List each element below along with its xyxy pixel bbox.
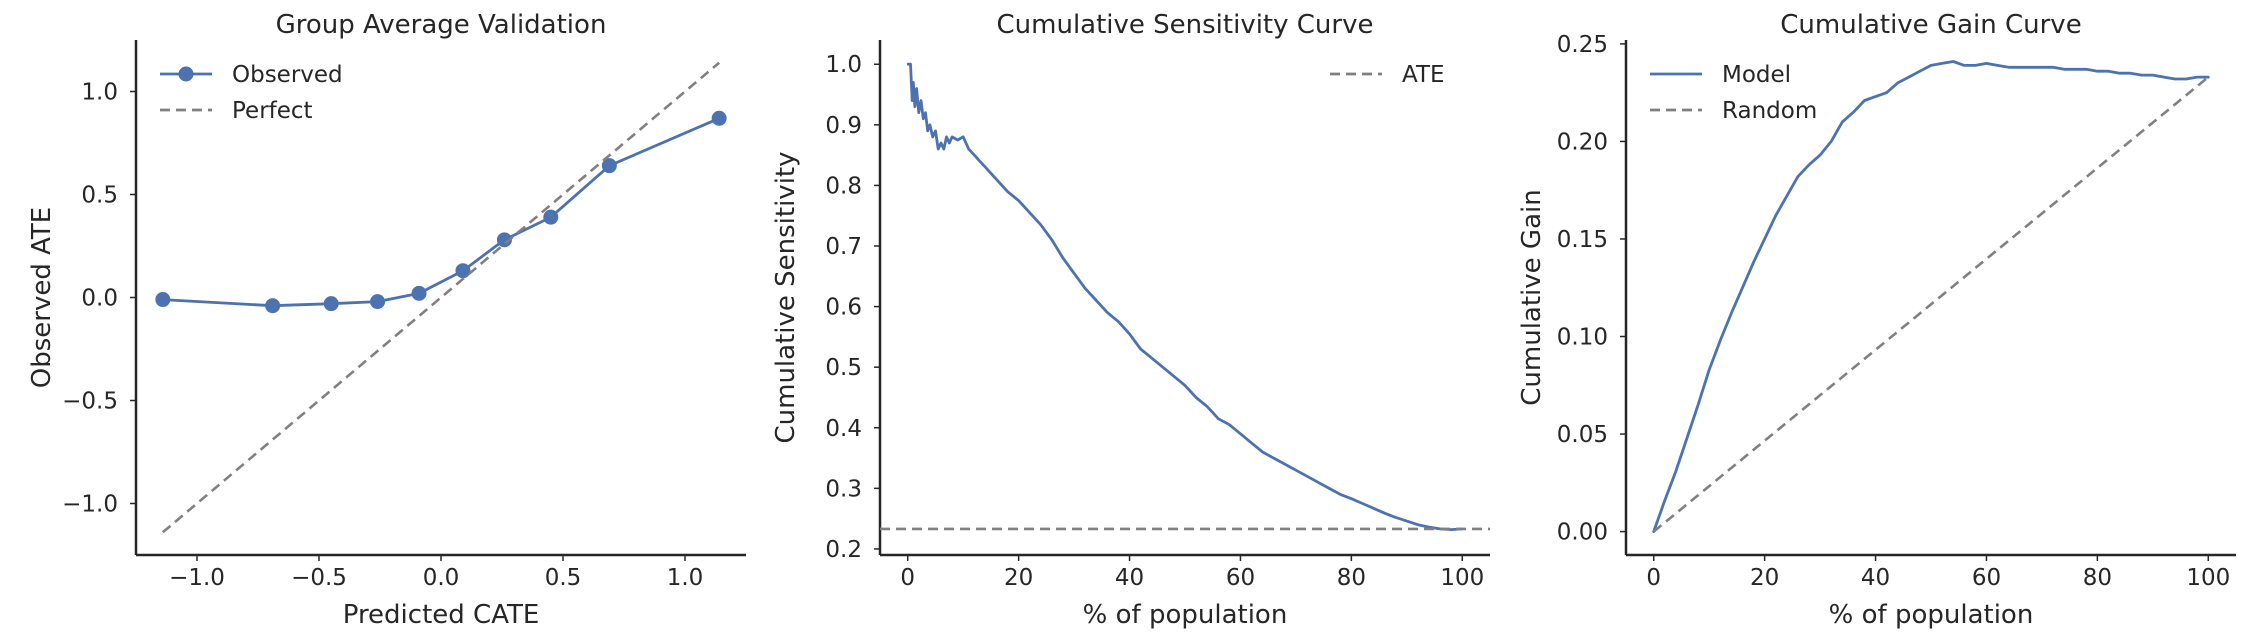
data-point (711, 110, 727, 126)
legend: Observed Perfect (160, 62, 343, 124)
legend-label: ATE (1402, 62, 1445, 88)
y-tick-label: 0.25 (1557, 32, 1608, 58)
x-tick-label: 100 (2186, 565, 2230, 591)
y-tick-label: 0.05 (1557, 422, 1608, 448)
y-tick-label: 0.0 (81, 286, 118, 312)
series-line-random (1652, 76, 2210, 533)
x-axis-label: % of population (1083, 600, 1288, 630)
data-point (265, 298, 281, 314)
x-axis-label: Predicted CATE (343, 600, 540, 630)
legend-label: Model (1722, 62, 1791, 88)
y-tick-label: 0.2 (825, 537, 862, 563)
data-point (455, 263, 471, 279)
y-tick-label: 0.8 (825, 173, 862, 199)
y-tick-label: 0.6 (825, 295, 862, 321)
data-point (323, 296, 339, 312)
data-point (601, 158, 617, 174)
data-point (155, 292, 171, 308)
x-tick-label: 40 (1861, 565, 1890, 591)
data-point (543, 209, 559, 225)
x-tick-label: 80 (1337, 565, 1366, 591)
x-tick-label: 0.0 (423, 565, 460, 591)
y-tick-label: −1.0 (62, 492, 118, 518)
data-point (496, 232, 512, 248)
x-tick-label: 60 (1972, 565, 2001, 591)
x-tick-label: 1.0 (667, 565, 704, 591)
y-tick-label: 0.5 (825, 355, 862, 381)
chart-panel-1: Group Average Validation −1.0 −0.5 0.0 0.5 1.… (27, 10, 746, 630)
x-axis-label: % of population (1829, 600, 2034, 630)
x-tick-label: 60 (1226, 565, 1255, 591)
chart-title: Group Average Validation (276, 10, 607, 40)
legend-label: Perfect (232, 98, 313, 124)
x-tick-label: 100 (1440, 565, 1484, 591)
y-tick-label: 0.10 (1557, 325, 1608, 351)
x-tick-label: 20 (1750, 565, 1779, 591)
chart-title: Cumulative Sensitivity Curve (997, 10, 1374, 40)
y-tick-label: 1.0 (825, 52, 862, 78)
y-tick-label: 0.7 (825, 234, 862, 260)
chart-title: Cumulative Gain Curve (1780, 10, 2081, 40)
legend-label: Observed (232, 62, 343, 88)
x-tick-label: 20 (1004, 565, 1033, 591)
x-tick-label: 40 (1115, 565, 1144, 591)
legend-label: Random (1722, 98, 1817, 124)
chart-panel-3: Cumulative Gain Curve 0 20 40 60 80 100 0.00 0.0… (1517, 10, 2236, 630)
y-tick-label: 0.4 (825, 416, 862, 442)
y-axis-label: Observed ATE (27, 207, 57, 388)
data-point (411, 285, 427, 301)
series-line-model (1652, 60, 2210, 533)
y-tick-label: 0.15 (1557, 227, 1608, 253)
y-tick-label: 0.5 (81, 183, 118, 209)
y-tick-label: 0.9 (825, 113, 862, 139)
series-line-cumulative-sensitivity (906, 62, 1464, 531)
data-point (370, 294, 386, 310)
y-tick-label: −0.5 (62, 389, 118, 415)
series-line-perfect (161, 61, 721, 534)
y-tick-label: 1.0 (81, 80, 118, 106)
y-tick-label: 0.3 (825, 476, 862, 502)
chart-panel-2: Cumulative Sensitivity Curve 0 20 40 60 80 100… (771, 10, 1490, 630)
x-tick-label: −1.0 (169, 565, 225, 591)
y-axis-label: Cumulative Sensitivity (771, 151, 801, 443)
legend: Model Random (1650, 62, 1817, 124)
y-axis-label: Cumulative Gain (1517, 189, 1547, 405)
x-tick-label: 0 (1646, 565, 1661, 591)
y-tick-label: 0.20 (1557, 129, 1608, 155)
legend-marker (178, 66, 194, 82)
series-line-observed (161, 116, 721, 308)
y-tick-label: 0.00 (1557, 520, 1608, 546)
x-tick-label: 0.5 (545, 565, 582, 591)
x-tick-label: 80 (2083, 565, 2112, 591)
x-tick-label: 0 (900, 565, 915, 591)
legend: ATE (1330, 62, 1445, 88)
x-tick-label: −0.5 (291, 565, 347, 591)
